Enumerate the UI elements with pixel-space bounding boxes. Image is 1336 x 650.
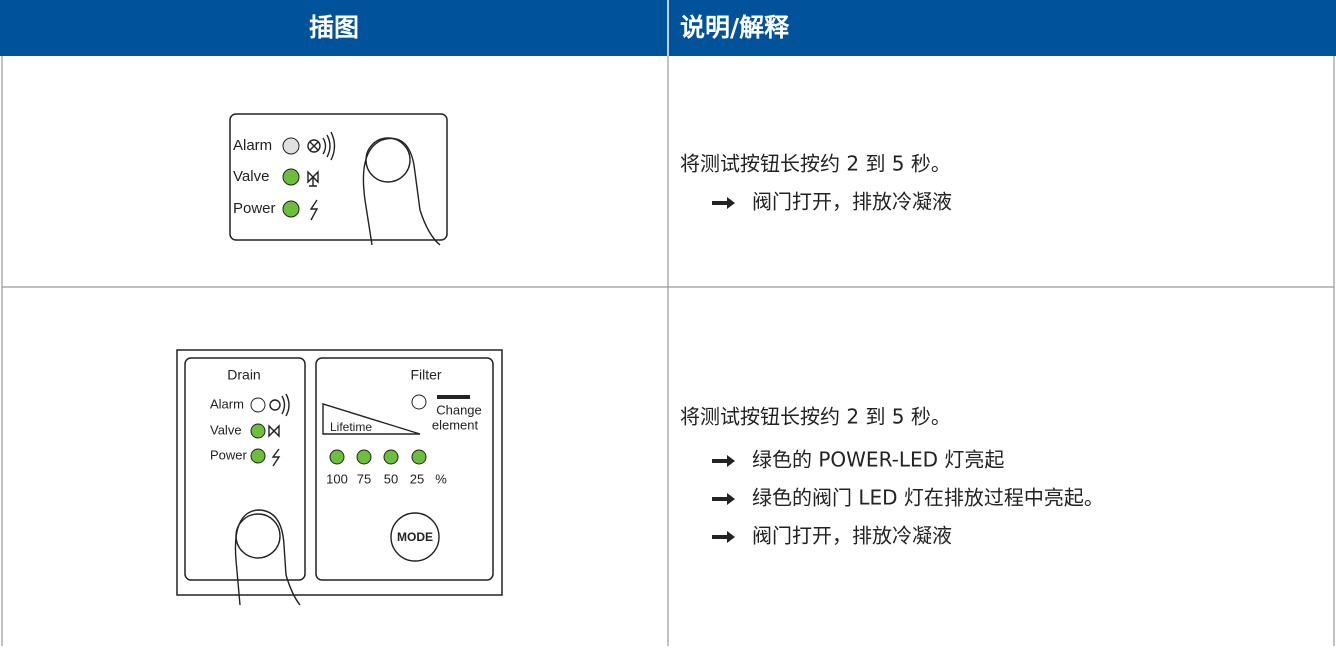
led <box>282 200 300 218</box>
led-label: Valve <box>233 168 269 185</box>
button <box>365 137 411 183</box>
scale-label: % <box>435 471 447 486</box>
step: 阀门打开，排放冷凝液 <box>752 190 952 214</box>
shape-part <box>269 399 281 411</box>
arrow <box>712 197 735 209</box>
led <box>329 449 345 465</box>
led <box>282 137 300 155</box>
arrow <box>712 455 735 467</box>
led <box>282 168 300 186</box>
led-label: Valve <box>210 422 242 437</box>
mode-label: MODE <box>397 530 433 544</box>
shape <box>309 199 319 221</box>
instruction: 将测试按钮长按约 2 到 5 秒。 <box>680 152 951 176</box>
shape <box>271 448 281 467</box>
finger <box>362 137 441 246</box>
panel <box>184 357 306 581</box>
scale-label: 50 <box>384 471 398 486</box>
step: 绿色的 POWER-LED 灯亮起 <box>752 448 1004 472</box>
led <box>250 423 266 439</box>
arrow <box>712 531 735 543</box>
instruction: 将测试按钮长按约 2 到 5 秒。 <box>680 405 951 429</box>
arrow <box>712 493 735 505</box>
led-label: Alarm <box>233 137 272 154</box>
finger <box>234 509 301 606</box>
led-label: Change <box>436 402 482 417</box>
step: 绿色的阀门 LED 灯在排放过程中亮起。 <box>752 486 1104 510</box>
lifetime-wedge <box>322 403 421 435</box>
shape <box>307 170 319 187</box>
mode-button <box>390 512 440 562</box>
led <box>356 449 372 465</box>
led <box>250 448 266 464</box>
scale-label: 75 <box>357 471 371 486</box>
scale-label: 25 <box>410 471 424 486</box>
header-cell: 说明/解释 <box>680 13 790 42</box>
lifetime-label: Lifetime <box>330 420 372 434</box>
panel <box>315 357 494 581</box>
led <box>411 449 427 465</box>
icon <box>268 393 290 467</box>
panel-title: Filter <box>410 367 441 383</box>
led-label: Alarm <box>210 396 244 411</box>
shape <box>281 393 290 417</box>
icon <box>437 395 470 399</box>
illustration: Drain Alarm Valve Power Filter Change el… <box>176 349 503 606</box>
led <box>383 449 399 465</box>
panel-title: Drain <box>227 367 260 383</box>
shape <box>309 131 336 161</box>
led-label: Power <box>233 200 276 217</box>
header-cell: 插图 <box>309 13 359 42</box>
led <box>250 397 266 413</box>
shape-part <box>307 139 321 153</box>
led-label: Power <box>210 447 248 462</box>
led-label: element <box>432 417 479 432</box>
step: 阀门打开，排放冷凝液 <box>752 524 952 548</box>
led <box>411 394 427 410</box>
shape <box>268 424 280 438</box>
illustration: Alarm Valve Power <box>229 113 448 246</box>
scale-label: 100 <box>326 471 348 486</box>
icon <box>307 131 336 221</box>
